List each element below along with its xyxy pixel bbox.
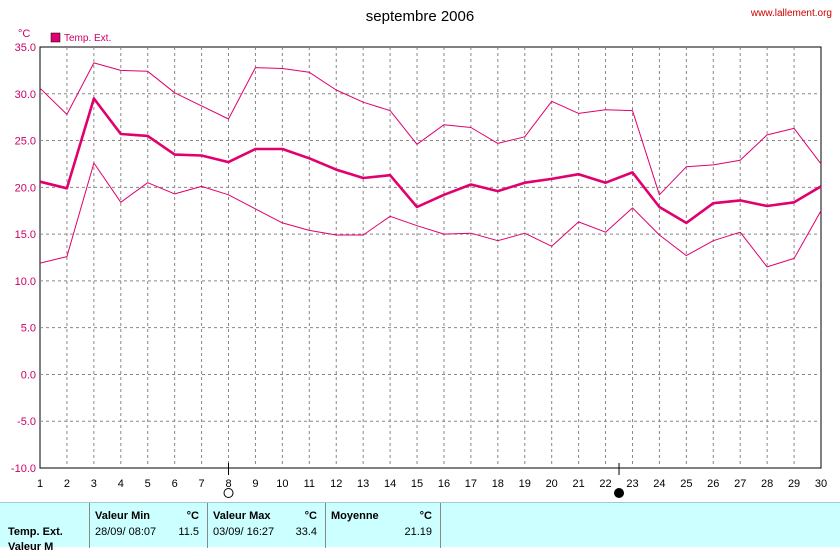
mean-header: Moyenne <box>331 510 379 522</box>
moon-markers <box>223 463 625 498</box>
series-lines <box>39 62 822 268</box>
x-tick-label: 11 <box>304 478 315 490</box>
mean-value: 21.19 <box>404 526 432 538</box>
x-tick-label: 10 <box>276 478 288 490</box>
max-unit: °C <box>304 510 317 522</box>
x-tick-label: 26 <box>707 478 719 490</box>
y-tick-label: 30.0 <box>15 89 36 101</box>
full-moon-icon <box>614 488 625 498</box>
chart: septembre 2006 www.lallement.org °C Temp… <box>11 8 832 498</box>
x-tick-label: 2 <box>64 478 70 490</box>
series-line-max <box>39 62 822 196</box>
max-header: Valeur Max <box>213 510 271 522</box>
stats-row-label: Temp. Ext. <box>8 526 63 538</box>
y-tick-label: 35.0 <box>15 42 36 54</box>
x-tick-label: 16 <box>438 478 450 490</box>
x-tick-label: 29 <box>788 478 800 490</box>
x-tick-label: 24 <box>653 478 665 490</box>
source-link[interactable]: www.lallement.org <box>750 8 832 19</box>
x-tick-label: 18 <box>492 478 504 490</box>
y-tick-label: 5.0 <box>21 323 36 335</box>
x-tick-label: 5 <box>145 478 151 490</box>
y-axis-unit: °C <box>18 28 30 40</box>
x-tick-label: 13 <box>357 478 369 490</box>
x-tick-label: 22 <box>599 478 611 490</box>
min-unit: °C <box>186 510 199 522</box>
x-tick-label: 19 <box>519 478 531 490</box>
max-value: 33.4 <box>295 526 317 538</box>
x-tick-label: 6 <box>172 478 178 490</box>
min-value: 11.5 <box>178 526 199 538</box>
min-date: 28/09/ 08:07 <box>95 526 157 538</box>
x-tick-label: 12 <box>330 478 342 490</box>
x-tick-label: 8 <box>225 478 231 490</box>
plot-frame <box>39 46 822 469</box>
legend-swatch <box>50 32 61 43</box>
y-tick-label: 20.0 <box>15 182 36 194</box>
x-tick-label: 4 <box>118 478 124 490</box>
max-date: 03/09/ 16:27 <box>213 526 275 538</box>
grid <box>40 47 821 468</box>
x-axis-ticks: 1 2 3 4 5 6 7 8 9 10 11 12 13 14 15 16 17 18 19 20 21 22 23 24 2… <box>37 478 827 490</box>
stats-row2-label: Valeur M <box>8 541 54 553</box>
x-tick-label: 20 <box>546 478 558 490</box>
x-tick-label: 21 <box>572 478 584 490</box>
legend-label: Temp. Ext. <box>64 33 111 44</box>
x-tick-label: 27 <box>734 478 746 490</box>
x-tick-label: 7 <box>199 478 205 490</box>
y-tick-label: -5.0 <box>17 416 36 428</box>
stats-table: Temp. Ext. Valeur M Valeur Min °C 28/09/… <box>0 502 840 553</box>
stats-max-cell: Valeur Max °C 03/09/ 16:27 33.4 <box>207 503 325 548</box>
x-tick-label: 25 <box>680 478 692 490</box>
y-tick-label: 10.0 <box>15 276 36 288</box>
x-tick-label: 14 <box>384 478 396 490</box>
y-tick-label: 0.0 <box>21 369 36 381</box>
x-tick-label: 3 <box>91 478 97 490</box>
series-line-mean <box>39 97 822 225</box>
x-tick-label: 1 <box>37 478 43 490</box>
stats-min-cell: Valeur Min °C 28/09/ 08:07 11.5 <box>89 503 207 548</box>
mean-unit: °C <box>419 510 432 522</box>
y-tick-label: 15.0 <box>15 229 36 241</box>
x-tick-label: 28 <box>761 478 773 490</box>
x-tick-label: 9 <box>252 478 258 490</box>
x-tick-label: 15 <box>411 478 423 490</box>
x-tick-label: 30 <box>815 478 827 490</box>
y-tick-label: 25.0 <box>15 136 36 148</box>
new-moon-icon <box>223 488 234 498</box>
x-tick-label: 17 <box>465 478 477 490</box>
y-axis-ticks: 35.0 30.0 25.0 20.0 15.0 10.0 5.0 0.0 -5.0 -10.0 <box>11 42 36 475</box>
y-tick-label: -10.0 <box>11 463 36 475</box>
min-header: Valeur Min <box>95 510 151 522</box>
stats-mean-cell: Moyenne °C 21.19 <box>325 503 441 548</box>
x-tick-label: 23 <box>626 478 638 490</box>
series-line-min <box>39 162 822 268</box>
chart-title: septembre 2006 <box>366 8 474 25</box>
